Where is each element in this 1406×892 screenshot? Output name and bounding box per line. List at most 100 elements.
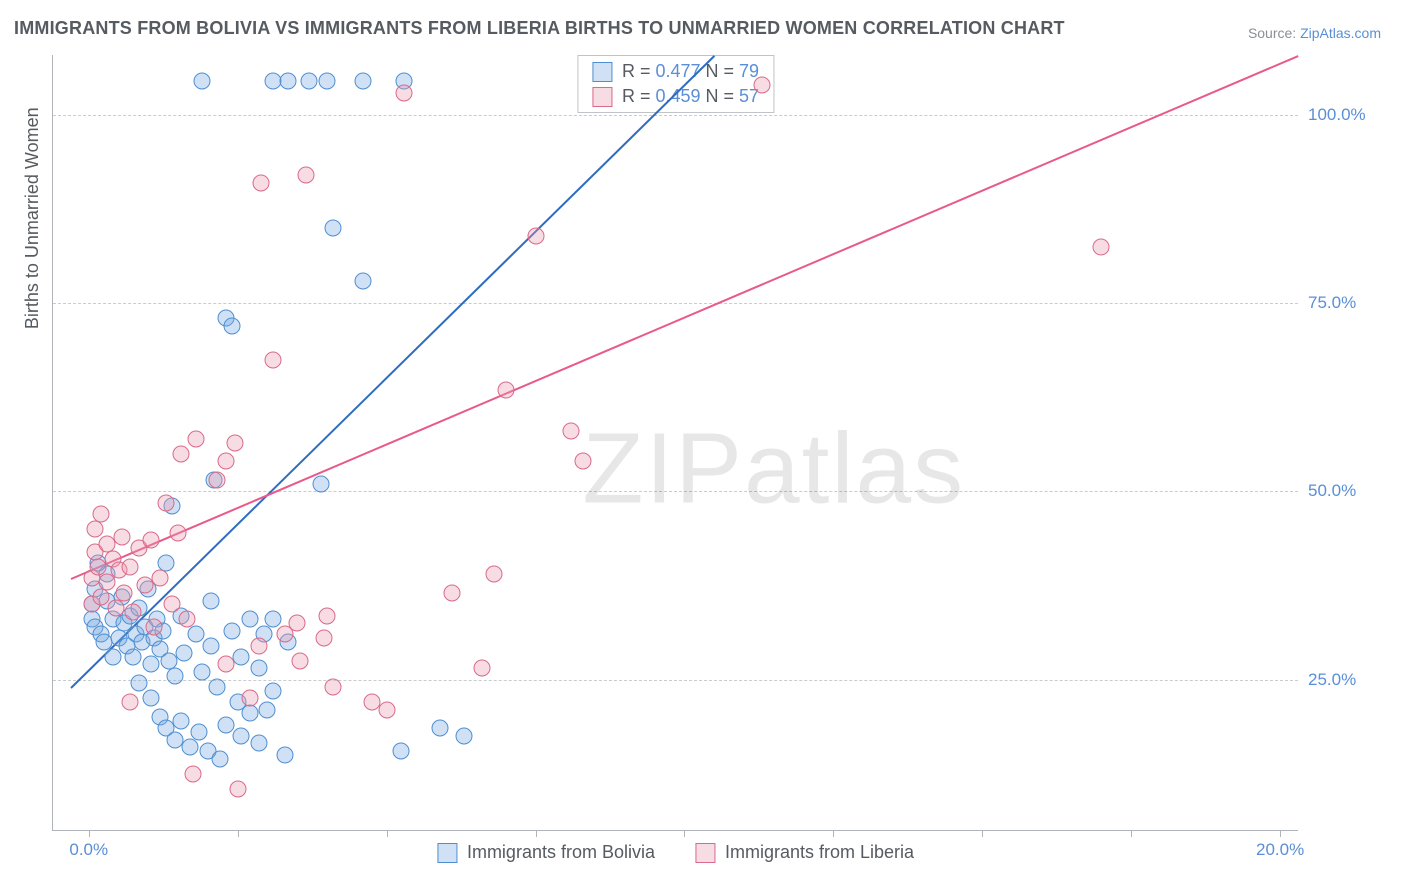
data-point-bolivia	[250, 660, 267, 677]
x-tick-mark	[387, 830, 388, 837]
data-point-bolivia	[176, 645, 193, 662]
data-point-bolivia	[265, 611, 282, 628]
data-point-liberia	[158, 494, 175, 511]
data-point-liberia	[86, 521, 103, 538]
x-tick-mark	[833, 830, 834, 837]
data-point-bolivia	[232, 648, 249, 665]
data-point-bolivia	[190, 724, 207, 741]
x-tick-mark	[1131, 830, 1132, 837]
x-tick-mark	[89, 830, 90, 837]
data-point-bolivia	[232, 727, 249, 744]
data-point-liberia	[319, 607, 336, 624]
source-text: Source: ZipAtlas.com	[1248, 25, 1381, 41]
data-point-liberia	[113, 528, 130, 545]
data-point-bolivia	[167, 667, 184, 684]
x-tick-label: 20.0%	[1256, 840, 1304, 860]
data-point-bolivia	[265, 682, 282, 699]
legend-series-item: Immigrants from Bolivia	[437, 842, 655, 863]
data-point-liberia	[444, 584, 461, 601]
data-point-liberia	[1093, 238, 1110, 255]
chart-container: IMMIGRANTS FROM BOLIVIA VS IMMIGRANTS FR…	[0, 0, 1406, 892]
data-point-liberia	[184, 765, 201, 782]
y-tick-label: 100.0%	[1308, 105, 1378, 125]
data-point-bolivia	[354, 272, 371, 289]
grid-line	[53, 491, 1298, 492]
data-point-bolivia	[301, 73, 318, 90]
data-point-bolivia	[104, 648, 121, 665]
data-point-liberia	[152, 569, 169, 586]
legend-swatch	[437, 843, 457, 863]
data-point-bolivia	[324, 220, 341, 237]
y-tick-label: 50.0%	[1308, 481, 1378, 501]
data-point-bolivia	[223, 317, 240, 334]
data-point-bolivia	[182, 739, 199, 756]
data-point-bolivia	[193, 663, 210, 680]
data-point-bolivia	[202, 637, 219, 654]
data-point-liberia	[125, 603, 142, 620]
legend-series-label: Immigrants from Liberia	[725, 842, 914, 863]
data-point-liberia	[265, 351, 282, 368]
legend-swatch	[592, 62, 612, 82]
data-point-liberia	[217, 453, 234, 470]
data-point-liberia	[229, 780, 246, 797]
legend-series: Immigrants from Bolivia Immigrants from L…	[437, 842, 914, 863]
data-point-bolivia	[143, 656, 160, 673]
legend-stats: R = 0.477 N = 79R = 0.459 N = 57	[577, 55, 774, 113]
data-point-liberia	[298, 167, 315, 184]
legend-stats-row: R = 0.459 N = 57	[578, 84, 773, 109]
data-point-liberia	[122, 694, 139, 711]
legend-series-item: Immigrants from Liberia	[695, 842, 914, 863]
data-point-bolivia	[187, 626, 204, 643]
data-point-liberia	[208, 472, 225, 489]
source-prefix: Source:	[1248, 25, 1300, 41]
data-point-liberia	[146, 618, 163, 635]
plot-area: R = 0.477 N = 79R = 0.459 N = 57 Immigra…	[52, 55, 1298, 831]
x-tick-mark	[684, 830, 685, 837]
data-point-bolivia	[259, 701, 276, 718]
data-point-liberia	[179, 611, 196, 628]
data-point-bolivia	[280, 73, 297, 90]
x-tick-label: 0.0%	[69, 840, 108, 860]
y-axis-label: Births to Unmarried Women	[22, 107, 43, 329]
data-point-bolivia	[250, 735, 267, 752]
data-point-bolivia	[211, 750, 228, 767]
data-point-liberia	[563, 423, 580, 440]
data-point-bolivia	[313, 475, 330, 492]
data-point-bolivia	[432, 720, 449, 737]
data-point-bolivia	[217, 716, 234, 733]
data-point-bolivia	[173, 712, 190, 729]
data-point-liberia	[527, 227, 544, 244]
data-point-liberia	[143, 532, 160, 549]
data-point-bolivia	[131, 675, 148, 692]
chart-title: IMMIGRANTS FROM BOLIVIA VS IMMIGRANTS FR…	[14, 18, 1065, 39]
data-point-liberia	[253, 174, 270, 191]
data-point-liberia	[170, 524, 187, 541]
source-link[interactable]: ZipAtlas.com	[1300, 25, 1381, 41]
data-point-bolivia	[208, 679, 225, 696]
data-point-liberia	[226, 434, 243, 451]
data-point-liberia	[122, 558, 139, 575]
legend-r-label: R = 0.459 N = 57	[622, 86, 759, 107]
data-point-bolivia	[241, 705, 258, 722]
data-point-liberia	[396, 84, 413, 101]
data-point-liberia	[217, 656, 234, 673]
data-point-liberia	[289, 615, 306, 632]
y-tick-label: 75.0%	[1308, 293, 1378, 313]
legend-stats-row: R = 0.477 N = 79	[578, 59, 773, 84]
data-point-bolivia	[319, 73, 336, 90]
grid-line	[53, 303, 1298, 304]
data-point-bolivia	[393, 742, 410, 759]
data-point-liberia	[324, 679, 341, 696]
x-tick-mark	[238, 830, 239, 837]
data-point-bolivia	[125, 648, 142, 665]
data-point-bolivia	[223, 622, 240, 639]
trend-line-liberia	[70, 55, 1298, 580]
data-point-liberia	[241, 690, 258, 707]
data-point-liberia	[378, 701, 395, 718]
data-point-liberia	[250, 637, 267, 654]
watermark: ZIPatlas	[582, 411, 965, 526]
data-point-liberia	[575, 453, 592, 470]
data-point-liberia	[497, 381, 514, 398]
data-point-liberia	[116, 584, 133, 601]
data-point-bolivia	[202, 592, 219, 609]
